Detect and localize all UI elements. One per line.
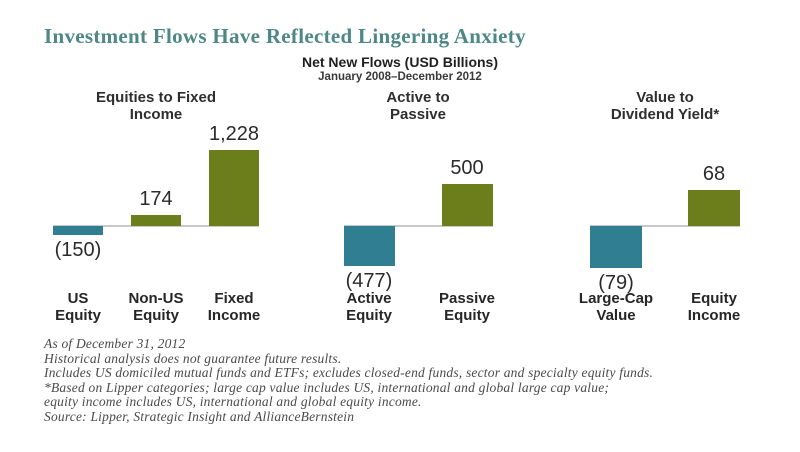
bar-category-label: US Equity bbox=[55, 290, 101, 324]
bar-large-cap-value bbox=[590, 226, 642, 268]
bar-value-label: (150) bbox=[54, 239, 102, 261]
footnote-line: Source: Lipper, Strategic Insight and Al… bbox=[44, 408, 355, 424]
group-heading: Equities to Fixed Income bbox=[95, 89, 216, 123]
bar-non-us-equity bbox=[131, 215, 181, 226]
footnote-line: Includes US domiciled mutual funds and E… bbox=[44, 365, 654, 380]
bar-fixed-income bbox=[209, 150, 259, 226]
baseline bbox=[590, 225, 740, 227]
bar-value-label: 174 bbox=[139, 188, 173, 210]
bar-category-label: Fixed Income bbox=[207, 290, 261, 324]
baseline bbox=[343, 225, 493, 227]
bar-equity-income bbox=[688, 190, 740, 226]
bar-category-label: Equity Income bbox=[687, 290, 741, 324]
bar-category-label: Large-Cap Value bbox=[578, 290, 654, 324]
footnotes: As of December 31, 2012 Historical analys… bbox=[44, 336, 784, 424]
chart-subtitle: Net New Flows (USD Billions) January 200… bbox=[0, 54, 800, 83]
chart-title: Net New Flows (USD Billions) bbox=[301, 54, 498, 70]
bar-category-label: Active Equity bbox=[346, 290, 392, 324]
bar-category-label: Non-US Equity bbox=[128, 290, 184, 324]
chart-period: January 2008–December 2012 bbox=[318, 71, 482, 83]
bar-us-equity bbox=[53, 226, 103, 235]
bar-value-label: (79) bbox=[598, 272, 634, 294]
bar-value-label: (477) bbox=[345, 270, 393, 292]
footnote-line: equity income includes US, international… bbox=[44, 394, 422, 409]
footnote-line: *Based on Lipper categories; large cap v… bbox=[44, 379, 610, 395]
group-heading: Value to Dividend Yield* bbox=[610, 89, 720, 123]
group-heading: Active to Passive bbox=[386, 89, 450, 123]
bar-passive-equity bbox=[441, 184, 493, 226]
bar-value-label: 68 bbox=[702, 163, 726, 185]
bar-active-equity bbox=[343, 226, 395, 266]
footnote-line: As of December 31, 2012 bbox=[44, 336, 186, 351]
footnote-line: Historical analysis does not guarantee f… bbox=[44, 350, 342, 366]
bar-category-label: Passive Equity bbox=[439, 290, 495, 324]
bar-value-label: 500 bbox=[450, 157, 484, 179]
page-title: Investment Flows Have Reflected Lingerin… bbox=[44, 24, 526, 48]
bar-value-label: 1,228 bbox=[208, 123, 260, 145]
baseline bbox=[53, 225, 259, 227]
